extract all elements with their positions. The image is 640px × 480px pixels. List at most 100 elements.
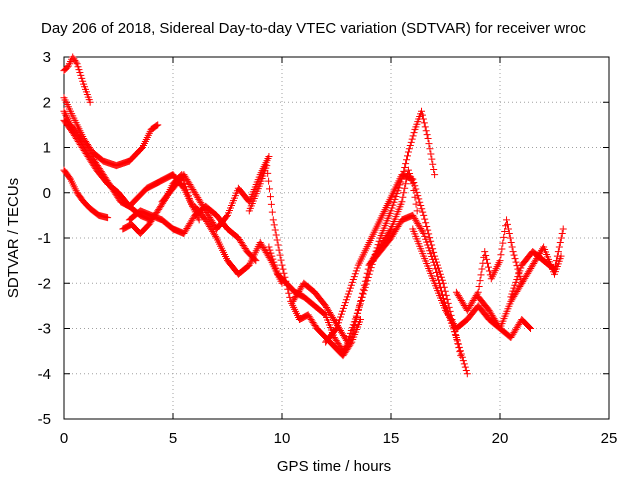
data-point: [362, 280, 370, 288]
series-sat-I: [191, 202, 286, 287]
data-point: [353, 309, 361, 317]
data-point: [435, 276, 443, 284]
data-point: [430, 248, 438, 256]
data-point: [355, 303, 363, 311]
data-point: [454, 340, 462, 348]
data-point: [498, 245, 506, 253]
data-point: [333, 325, 340, 332]
data-point: [429, 160, 437, 168]
data-point: [273, 236, 281, 244]
data-point: [452, 334, 460, 342]
data-point: [275, 246, 283, 254]
series-sat-J: [245, 162, 364, 360]
data-point: [508, 290, 516, 298]
data-point: [347, 327, 355, 335]
data-point: [269, 216, 277, 224]
data-point: [420, 229, 428, 237]
data-point: [503, 220, 511, 228]
data-point: [455, 343, 463, 351]
data-point: [457, 350, 465, 358]
y-tick-label: -5: [38, 411, 51, 428]
data-point: [407, 138, 415, 146]
data-point: [505, 229, 513, 237]
data-point: [550, 265, 558, 273]
data-point: [559, 225, 567, 233]
data-point: [402, 160, 410, 168]
data-point: [508, 243, 516, 251]
data-point: [268, 252, 276, 260]
data-point: [263, 162, 271, 170]
x-tick-label: 15: [383, 430, 400, 447]
data-point: [496, 257, 504, 265]
data-point: [558, 229, 566, 237]
data-point: [182, 183, 190, 191]
data-point: [351, 270, 359, 278]
data-point: [553, 252, 561, 260]
data-point: [348, 324, 356, 332]
data-point: [341, 299, 349, 307]
data-point: [73, 60, 81, 68]
data-point: [345, 287, 353, 295]
data-point: [556, 239, 564, 247]
data-point: [512, 258, 520, 266]
data-point: [375, 237, 383, 245]
y-tick-label: -2: [38, 275, 51, 292]
data-point: [269, 255, 277, 263]
data-point: [343, 293, 351, 301]
data-point: [334, 319, 342, 327]
data-point: [352, 267, 360, 275]
data-point: [419, 228, 427, 236]
series-sat-E: [60, 166, 112, 222]
data-point: [551, 266, 558, 274]
data-point: [423, 222, 431, 230]
data-point: [511, 255, 519, 263]
data-point: [212, 232, 220, 240]
data-point: [462, 366, 470, 374]
y-tick-label: -4: [38, 366, 51, 383]
data-point: [510, 251, 518, 259]
y-tick-label: -1: [38, 230, 51, 247]
data-point: [432, 265, 440, 273]
y-tick-label: 2: [43, 94, 51, 111]
data-point: [507, 293, 515, 301]
data-point: [266, 246, 274, 254]
data-point: [430, 258, 438, 266]
y-axis-ticks: -5 -4 -3 -2 -1 0 1 2 3: [38, 49, 609, 428]
data-point: [405, 145, 413, 153]
data-point: [478, 265, 486, 273]
data-point: [458, 353, 466, 361]
data-point: [427, 237, 435, 245]
x-tick-label: 20: [492, 430, 509, 447]
data-point: [427, 250, 435, 258]
data-point: [343, 338, 351, 346]
data-point: [351, 315, 359, 323]
data-point: [352, 312, 360, 320]
data-point: [426, 234, 434, 242]
data-point: [421, 215, 429, 223]
data-point: [500, 233, 508, 241]
data-point: [268, 208, 276, 216]
data-point: [271, 226, 279, 234]
data-point: [389, 201, 397, 209]
data-point: [77, 71, 85, 79]
y-tick-label: 0: [43, 185, 51, 202]
data-point: [434, 272, 442, 280]
x-axis-ticks: 0 5 10 15 20 25: [60, 57, 617, 447]
data-point: [78, 74, 86, 82]
data-point: [365, 270, 373, 278]
data-point: [359, 290, 367, 298]
data-point: [417, 202, 425, 210]
data-point: [424, 241, 432, 249]
data-point: [424, 226, 432, 234]
data-point: [154, 121, 162, 129]
data-point: [75, 66, 83, 74]
data-point: [459, 357, 467, 365]
data-point: [274, 241, 282, 249]
data-point: [272, 231, 280, 239]
data-point: [431, 171, 439, 179]
data-point: [422, 127, 430, 135]
data-point: [425, 140, 433, 148]
data-point: [526, 323, 534, 331]
data-point: [434, 264, 442, 272]
